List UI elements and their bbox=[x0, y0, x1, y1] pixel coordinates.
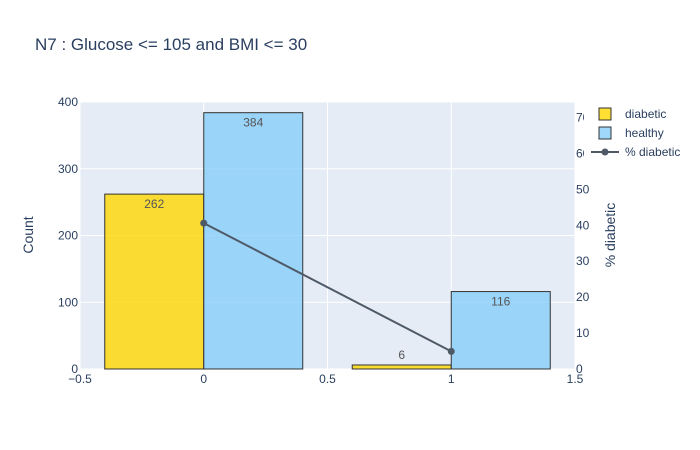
y2-tick-label: 30 bbox=[576, 254, 590, 268]
legend-label: healthy bbox=[625, 126, 664, 140]
y-axis-title: Count bbox=[20, 216, 36, 253]
y-tick-label: 200 bbox=[58, 229, 78, 243]
y2-tick-label: 10 bbox=[576, 326, 590, 340]
y2-tick-label: 50 bbox=[576, 182, 590, 196]
x-tick-label: −0.5 bbox=[68, 372, 92, 386]
x-tick-label: 0.5 bbox=[319, 372, 336, 386]
bar-labels: 262 6 384 116 bbox=[144, 116, 510, 362]
bar-diabetic bbox=[351, 364, 452, 370]
y2-tick-label: 20 bbox=[576, 290, 590, 304]
bar-healthy bbox=[450, 291, 551, 370]
y-tick-label: 0 bbox=[71, 362, 78, 376]
legend-label: % diabetic bbox=[625, 145, 680, 159]
bar-value-label: 116 bbox=[491, 295, 510, 309]
x-axis-ticks: −0.5 0 0.5 1 1.5 bbox=[68, 372, 584, 386]
percent-diabetic-line bbox=[203, 222, 452, 353]
y2-tick-label: 40 bbox=[576, 218, 590, 232]
chart-title: N7 : Glucose <= 105 and BMI <= 30 bbox=[35, 35, 307, 54]
bar-healthy bbox=[203, 112, 304, 370]
line-series bbox=[200, 219, 455, 355]
percent-diabetic-point bbox=[200, 219, 208, 227]
x-tick-label: 1.5 bbox=[567, 372, 584, 386]
legend-point-swatch bbox=[601, 148, 609, 156]
x-tick-label: 1 bbox=[448, 372, 455, 386]
legend: diabetic healthy % diabetic bbox=[591, 107, 680, 159]
legend-swatch-diabetic bbox=[598, 107, 612, 121]
x-tick-label: 0 bbox=[200, 372, 207, 386]
y-axis-ticks: 0 100 200 300 400 bbox=[58, 95, 78, 376]
y-tick-label: 300 bbox=[58, 162, 78, 176]
bar-diabetic bbox=[104, 193, 205, 370]
legend-label: diabetic bbox=[625, 107, 666, 121]
y2-axis-title: % diabetic bbox=[602, 203, 618, 268]
percent-diabetic-point bbox=[447, 347, 455, 355]
bar-value-label: 262 bbox=[144, 197, 164, 211]
y-tick-label: 100 bbox=[58, 295, 78, 309]
bar-value-label: 6 bbox=[398, 348, 405, 362]
y2-tick-label: 0 bbox=[576, 362, 583, 376]
bar-value-label: 384 bbox=[243, 116, 263, 130]
bars bbox=[104, 112, 551, 370]
y-tick-label: 400 bbox=[58, 95, 78, 109]
legend-swatch-healthy bbox=[598, 126, 612, 140]
